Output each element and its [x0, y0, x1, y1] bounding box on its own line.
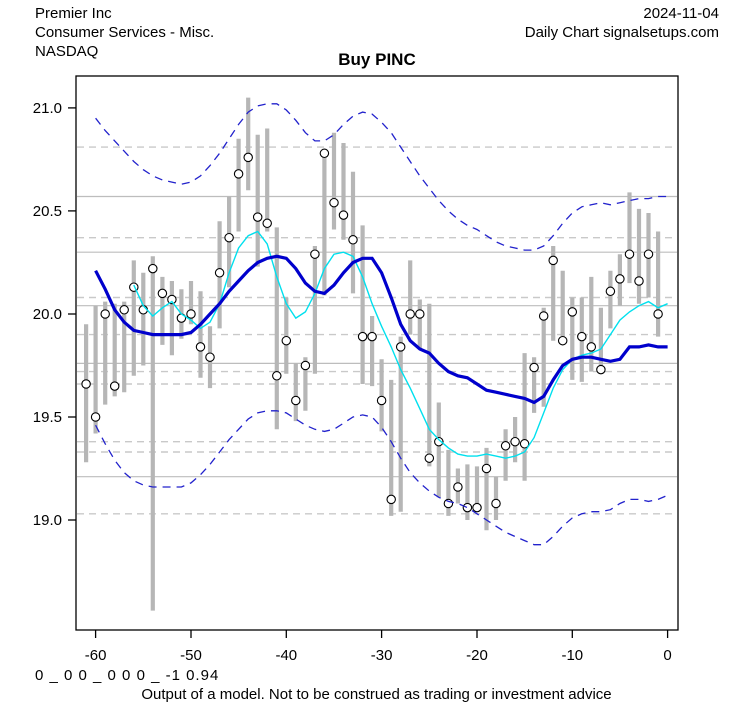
chart-date: 2024-11-04 [643, 5, 719, 22]
close-marker [605, 286, 616, 297]
x-tick-label: -50 [180, 647, 202, 664]
x-tick-label: 0 [663, 647, 671, 664]
header-right: 2024-11-04 Daily Chart signalsetups.com [525, 4, 719, 42]
close-marker [405, 309, 415, 319]
close-marker [109, 381, 120, 391]
chart-source-label: Daily Chart signalsetups.com [524, 24, 719, 41]
close-marker [462, 502, 473, 513]
plot-border [75, 75, 679, 631]
exchange-label: NASDAQ [35, 43, 99, 60]
close-marker [119, 305, 129, 315]
close-marker [491, 498, 501, 509]
close-marker [367, 331, 377, 342]
lower-band-line [95, 410, 668, 546]
close-marker [90, 412, 101, 422]
close-marker [500, 441, 511, 451]
close-marker [291, 395, 301, 406]
x-tick-label: -30 [371, 647, 393, 664]
y-tick-label: 19.5 [33, 409, 62, 426]
close-marker [310, 249, 320, 259]
close-marker [510, 436, 520, 447]
close-marker [453, 482, 463, 492]
close-marker [472, 502, 482, 513]
close-marker [434, 436, 444, 447]
close-marker [653, 309, 663, 319]
close-marker [148, 263, 158, 274]
close-marker [243, 152, 253, 163]
header-left: Premier Inc Consumer Services - Misc. NA… [35, 4, 214, 61]
close-marker [586, 342, 597, 352]
upper-band-line [95, 103, 668, 251]
close-marker [348, 235, 358, 245]
close-marker [519, 439, 530, 449]
close-marker [596, 364, 606, 375]
disclaimer-text: Output of a model. Not to be construed a… [141, 686, 612, 703]
close-marker [262, 218, 272, 229]
close-marker [252, 212, 263, 222]
sector-label: Consumer Services - Misc. [35, 24, 215, 41]
grid-solid-levels [77, 195, 677, 478]
x-tick-label: -60 [85, 647, 107, 664]
close-marker [272, 371, 282, 381]
close-marker [167, 294, 177, 305]
y-tick-label: 21.0 [33, 100, 62, 117]
y-axis: 19.0 19.5 20.0 20.5 21.0 [33, 100, 76, 529]
close-markers [81, 148, 663, 513]
close-marker [205, 352, 215, 362]
model-code-line: 0 _ 0 0 _ 0 0 0 _ -1 0.94 [35, 667, 220, 684]
close-marker [224, 232, 234, 243]
close-marker [100, 309, 110, 319]
x-axis: -60 -50 -40 -30 -20 -10 0 [85, 630, 672, 664]
slow-ma-line [94, 254, 668, 405]
close-marker [376, 395, 387, 406]
close-marker [415, 309, 425, 319]
y-tick-label: 20.5 [33, 203, 62, 220]
x-tick-label: -20 [466, 647, 488, 664]
close-marker [214, 268, 225, 278]
close-marker [557, 335, 568, 346]
x-tick-label: -40 [275, 647, 297, 664]
close-marker [634, 276, 644, 286]
close-marker [329, 197, 339, 208]
close-marker [386, 494, 396, 505]
close-marker [443, 498, 454, 509]
close-marker [624, 249, 635, 259]
grid-dashed-levels [77, 146, 677, 515]
close-marker [395, 342, 406, 352]
close-marker [424, 453, 435, 463]
close-marker [195, 342, 206, 352]
close-marker [319, 148, 330, 159]
x-tick-label: -10 [561, 647, 583, 664]
close-marker [157, 288, 168, 299]
close-marker [529, 362, 539, 373]
close-marker [481, 463, 492, 474]
close-marker [300, 360, 311, 371]
close-marker [548, 255, 558, 266]
close-marker [338, 210, 349, 220]
close-marker [357, 331, 368, 342]
y-tick-label: 19.0 [33, 512, 62, 529]
y-tick-label: 20.0 [33, 306, 62, 323]
close-marker [186, 309, 196, 319]
close-marker [615, 274, 625, 284]
close-marker [538, 311, 549, 321]
close-marker [577, 331, 587, 342]
company-name: Premier Inc [35, 5, 112, 22]
close-marker [567, 307, 578, 317]
close-marker [643, 249, 654, 259]
price-bars [83, 97, 661, 611]
close-marker [233, 169, 244, 179]
close-marker [281, 335, 292, 346]
chart-title: Buy PINC [338, 50, 416, 69]
close-marker [81, 379, 91, 389]
